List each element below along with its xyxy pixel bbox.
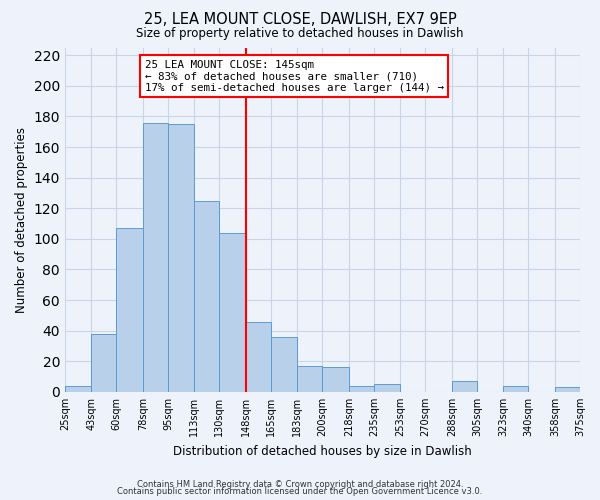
Bar [143, 122, 168, 392]
Bar [298, 366, 322, 392]
Text: Size of property relative to detached houses in Dawlish: Size of property relative to detached ho… [136, 28, 464, 40]
Bar [322, 368, 349, 392]
Bar [271, 337, 298, 392]
Bar [91, 334, 116, 392]
Bar [246, 322, 271, 392]
X-axis label: Distribution of detached houses by size in Dawlish: Distribution of detached houses by size … [173, 444, 472, 458]
Bar [503, 386, 529, 392]
Bar [65, 386, 91, 392]
Text: Contains HM Land Registry data © Crown copyright and database right 2024.: Contains HM Land Registry data © Crown c… [137, 480, 463, 489]
Bar [194, 200, 220, 392]
Text: 25, LEA MOUNT CLOSE, DAWLISH, EX7 9EP: 25, LEA MOUNT CLOSE, DAWLISH, EX7 9EP [143, 12, 457, 28]
Text: 25 LEA MOUNT CLOSE: 145sqm
← 83% of detached houses are smaller (710)
17% of sem: 25 LEA MOUNT CLOSE: 145sqm ← 83% of deta… [145, 60, 444, 93]
Bar [220, 232, 246, 392]
Bar [168, 124, 194, 392]
Bar [116, 228, 143, 392]
Bar [452, 381, 477, 392]
Y-axis label: Number of detached properties: Number of detached properties [15, 126, 28, 312]
Bar [374, 384, 400, 392]
Text: Contains public sector information licensed under the Open Government Licence v3: Contains public sector information licen… [118, 487, 482, 496]
Bar [349, 386, 374, 392]
Bar [555, 388, 580, 392]
